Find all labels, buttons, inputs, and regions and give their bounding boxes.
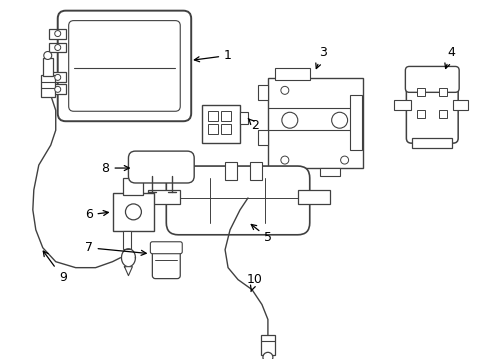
FancyBboxPatch shape [152, 245, 180, 279]
FancyBboxPatch shape [405, 67, 458, 92]
Bar [297, 190, 329, 204]
FancyBboxPatch shape [58, 11, 191, 121]
Bar [221, 124, 230, 134]
Bar [208, 124, 218, 134]
Bar [208, 111, 218, 121]
Bar [258, 130, 267, 145]
Bar [394, 100, 410, 110]
Bar [261, 336, 274, 355]
Bar [438, 88, 447, 96]
Bar [279, 168, 299, 176]
Bar [49, 84, 65, 94]
Bar [221, 111, 230, 121]
Polygon shape [124, 267, 132, 276]
Circle shape [340, 156, 348, 164]
Bar [49, 42, 65, 53]
Circle shape [44, 51, 52, 59]
Bar [438, 110, 447, 118]
FancyBboxPatch shape [406, 75, 457, 143]
Bar [452, 100, 467, 110]
Circle shape [125, 204, 141, 220]
Bar [319, 168, 339, 176]
FancyBboxPatch shape [150, 242, 182, 254]
Text: 2: 2 [248, 118, 258, 132]
Bar [416, 110, 425, 118]
Bar [49, 28, 65, 39]
Bar [148, 190, 180, 204]
Text: 6: 6 [84, 208, 108, 221]
Text: 7: 7 [84, 241, 146, 255]
Text: 9: 9 [43, 251, 66, 284]
Text: 4: 4 [444, 46, 454, 68]
Bar [411, 138, 451, 148]
Text: 3: 3 [315, 46, 326, 68]
FancyBboxPatch shape [166, 166, 309, 235]
Circle shape [280, 86, 288, 94]
FancyBboxPatch shape [128, 151, 194, 183]
Bar [267, 78, 362, 168]
Bar [41, 75, 55, 97]
Circle shape [55, 45, 61, 50]
Circle shape [281, 112, 297, 128]
FancyBboxPatch shape [68, 21, 180, 111]
Bar [202, 105, 240, 143]
Bar [112, 193, 154, 231]
Bar [224, 162, 237, 180]
Text: 10: 10 [246, 273, 263, 292]
Bar [349, 95, 361, 150]
Bar [416, 88, 425, 96]
Bar [42, 58, 53, 76]
Bar [123, 231, 131, 249]
Text: 5: 5 [251, 224, 271, 244]
Bar [274, 68, 309, 80]
Bar [123, 178, 143, 195]
Bar [49, 72, 65, 82]
Circle shape [55, 75, 61, 80]
Circle shape [280, 156, 288, 164]
Text: 8: 8 [102, 162, 129, 175]
Circle shape [55, 86, 61, 92]
Bar [258, 85, 267, 100]
Bar [240, 112, 247, 124]
Text: 1: 1 [194, 49, 231, 62]
Circle shape [263, 352, 272, 360]
Circle shape [331, 112, 347, 128]
Circle shape [55, 31, 61, 37]
Bar [249, 162, 262, 180]
